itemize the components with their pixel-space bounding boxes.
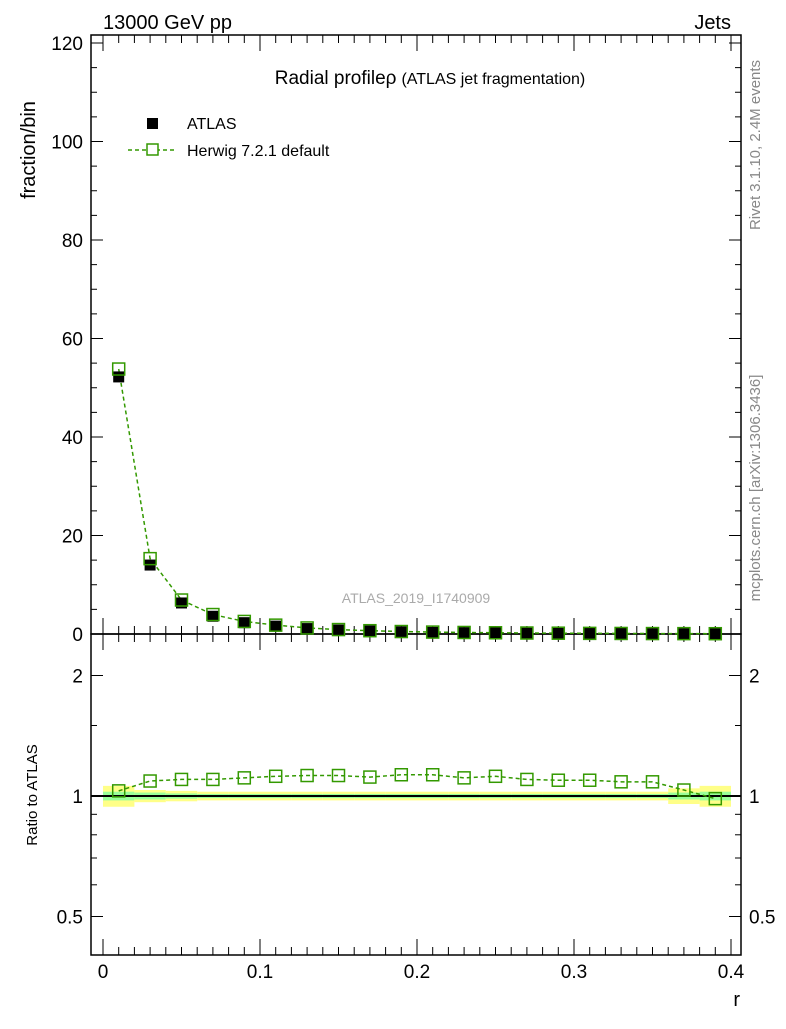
mc-point xyxy=(457,625,471,640)
ratio-mc-point xyxy=(425,768,440,782)
atlas-data-point xyxy=(427,626,439,638)
x-tick-label: 0.2 xyxy=(404,962,430,983)
ratio-mc-point xyxy=(394,768,409,782)
y-tick-label: 40 xyxy=(62,428,83,449)
atlas-data-point xyxy=(458,627,470,639)
y-tick-label: 60 xyxy=(62,330,83,351)
ratio-mc-line xyxy=(118,774,716,800)
mc-point xyxy=(237,614,252,629)
atlas-data-point xyxy=(238,617,250,629)
mc-point xyxy=(677,626,691,641)
ratio-y-tick-label-right: 0.5 xyxy=(749,908,775,929)
mc-point xyxy=(614,626,628,641)
ratio-mc-point xyxy=(645,775,660,789)
mc-point xyxy=(708,626,723,641)
mcplots-label: mcplots.cern.ch [arXiv:1306.3436] xyxy=(747,375,764,602)
ratio-y-tick-label: 1 xyxy=(72,787,83,808)
legend-atlas-label: ATLAS xyxy=(187,116,237,133)
x-tick-label: 0.4 xyxy=(718,962,745,983)
legend-mc-label: Herwig 7.2.1 default xyxy=(187,143,330,160)
atlas-data-point xyxy=(113,371,125,383)
header-right: Jets xyxy=(694,12,731,34)
ratio-mc-point xyxy=(520,772,534,787)
mc-point xyxy=(143,551,157,566)
atlas-data-point xyxy=(270,620,282,632)
y-tick-label: 80 xyxy=(62,231,83,252)
x-tick-label: 0.3 xyxy=(561,962,587,983)
y-tick-label: 20 xyxy=(62,527,83,548)
ratio-mc-point xyxy=(582,773,597,787)
mc-point xyxy=(300,621,314,635)
ratio-mc-point xyxy=(677,783,691,797)
atlas-data-point xyxy=(584,627,596,639)
atlas-data-point xyxy=(395,626,407,638)
mc-point xyxy=(331,622,346,637)
atlas-data-point xyxy=(647,628,658,640)
atlas-data-point xyxy=(552,627,564,639)
mc-point xyxy=(582,626,597,641)
ratio-mc-point xyxy=(363,770,377,784)
ratio-mc-point xyxy=(331,768,346,783)
atlas-data-point xyxy=(490,627,501,639)
atlas-data-point xyxy=(678,628,690,640)
ratio-y-tick-label: 0.5 xyxy=(57,908,83,929)
atlas-data-point xyxy=(521,627,533,639)
atlas-data-point xyxy=(364,625,376,637)
ratio-mc-point xyxy=(457,771,471,785)
ratio-mc-point xyxy=(174,772,189,787)
ratio-y-tick-label-right: 2 xyxy=(749,667,760,688)
ratio-mc-point xyxy=(143,774,157,788)
ratio-mc-point xyxy=(300,768,314,783)
atlas-data-point xyxy=(709,628,721,640)
mc-point xyxy=(363,623,377,638)
mc-point xyxy=(111,362,126,376)
ratio-y-axis-label: Ratio to ATLAS xyxy=(24,744,41,845)
ratio-mc-point xyxy=(111,784,126,798)
mc-point xyxy=(488,626,503,640)
mc-point xyxy=(645,626,660,641)
atlas-data-point xyxy=(207,610,219,622)
ratio-mc-point xyxy=(708,791,723,806)
ratio-mc-point xyxy=(488,769,503,784)
x-axis-label: r xyxy=(733,989,740,1011)
y-tick-label: 120 xyxy=(51,34,83,55)
ratio-mc-point xyxy=(206,772,220,787)
y-axis-label: fraction/bin xyxy=(18,101,40,199)
watermark: ATLAS_2019_I1740909 xyxy=(342,590,491,606)
atlas-data-point xyxy=(301,623,313,635)
y-tick-label: 100 xyxy=(51,133,83,154)
rivet-label: Rivet 3.1.10, 2.4M events xyxy=(747,60,764,230)
ratio-mc-point xyxy=(268,769,283,784)
x-tick-label: 0 xyxy=(98,962,109,983)
mc-point xyxy=(551,626,566,640)
header-left: 13000 GeV pp xyxy=(103,12,232,34)
mc-point xyxy=(520,626,534,640)
atlas-data-point xyxy=(615,628,627,640)
y-tick-label: 0 xyxy=(72,625,83,646)
legend: ATLAS Herwig 7.2.1 default xyxy=(128,116,330,160)
mc-point xyxy=(425,625,440,639)
legend-atlas-marker xyxy=(147,118,158,129)
plot-title: Radial profileρ (ATLAS jet fragmentation) xyxy=(275,68,586,89)
mc-point xyxy=(174,593,189,607)
mc-point xyxy=(394,624,409,639)
legend-mc-marker xyxy=(146,143,159,156)
ratio-mc-point xyxy=(551,773,566,787)
ratio-y-tick-label: 2 xyxy=(72,667,83,688)
x-tick-label: 0.1 xyxy=(247,962,273,983)
ratio-mc-point xyxy=(614,775,628,789)
ratio-frame xyxy=(90,633,742,956)
ratio-y-tick-label-right: 1 xyxy=(749,787,760,808)
ratio-mc-point xyxy=(237,771,252,785)
mc-point xyxy=(268,618,283,632)
atlas-data-point xyxy=(333,624,344,636)
atlas-data-point xyxy=(176,597,187,609)
mc-point xyxy=(206,607,220,622)
